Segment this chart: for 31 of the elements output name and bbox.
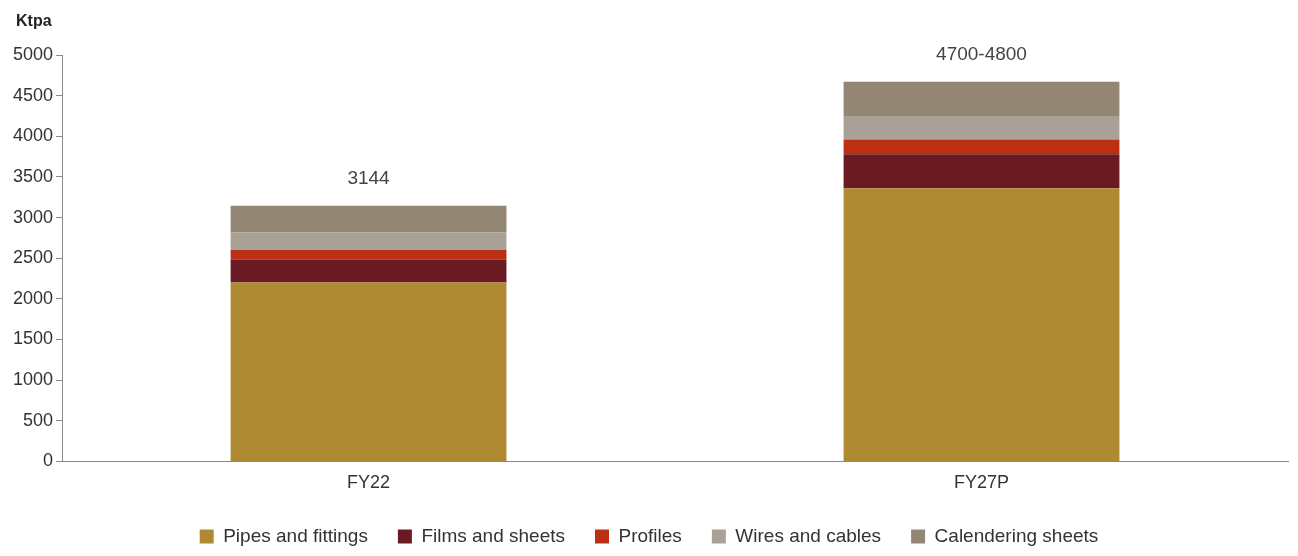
bar (843, 154, 1120, 189)
bar (230, 250, 507, 260)
bar (230, 232, 507, 251)
y-tick-label: 3000 (13, 206, 54, 227)
y-tick-label: 4500 (13, 84, 54, 105)
y-axis-title: Ktpa (16, 12, 52, 30)
bar (843, 81, 1120, 116)
bar (843, 188, 1120, 461)
legend-label: Films and sheets (421, 524, 566, 546)
y-tick-label: 5000 (13, 43, 54, 64)
y-tick-label: 500 (23, 409, 54, 430)
y-tick-label: 1500 (13, 328, 54, 349)
legend-label: Pipes and fittings (223, 524, 368, 546)
x-tick-label: FY22 (347, 472, 391, 493)
legend-label: Calendering sheets (934, 524, 1099, 546)
bar (230, 259, 507, 283)
bar (230, 205, 507, 233)
total-label: 4700-4800 (936, 42, 1027, 64)
y-tick-label: 2000 (13, 287, 54, 308)
bar (230, 282, 507, 461)
legend-label: Profiles (618, 524, 682, 546)
x-tick-label: FY27P (954, 472, 1010, 493)
bar (843, 139, 1120, 155)
bar (843, 115, 1120, 140)
legend-label: Wires and cables (735, 524, 882, 546)
y-tick-label: 3500 (13, 165, 54, 186)
y-tick-label: 4000 (13, 125, 54, 146)
y-tick-label: 1000 (13, 369, 54, 390)
y-tick-label: 2500 (13, 247, 54, 268)
y-tick-label: 0 (43, 450, 54, 471)
total-label: 3144 (347, 166, 391, 188)
